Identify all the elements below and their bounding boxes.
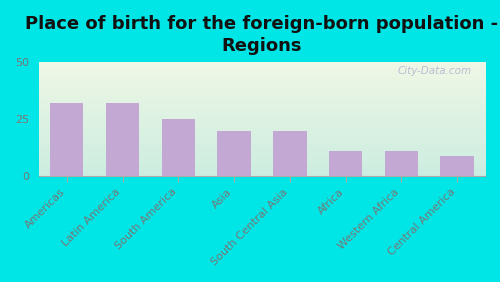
Text: City-Data.com: City-Data.com: [398, 66, 471, 76]
Bar: [329, 151, 362, 176]
Bar: [162, 119, 195, 176]
Bar: [106, 103, 139, 176]
Bar: [384, 151, 418, 176]
Bar: [440, 156, 474, 176]
Bar: [273, 131, 306, 176]
Bar: [218, 131, 251, 176]
Bar: [50, 103, 84, 176]
Title: Place of birth for the foreign-born population -
Regions: Place of birth for the foreign-born popu…: [26, 15, 498, 55]
